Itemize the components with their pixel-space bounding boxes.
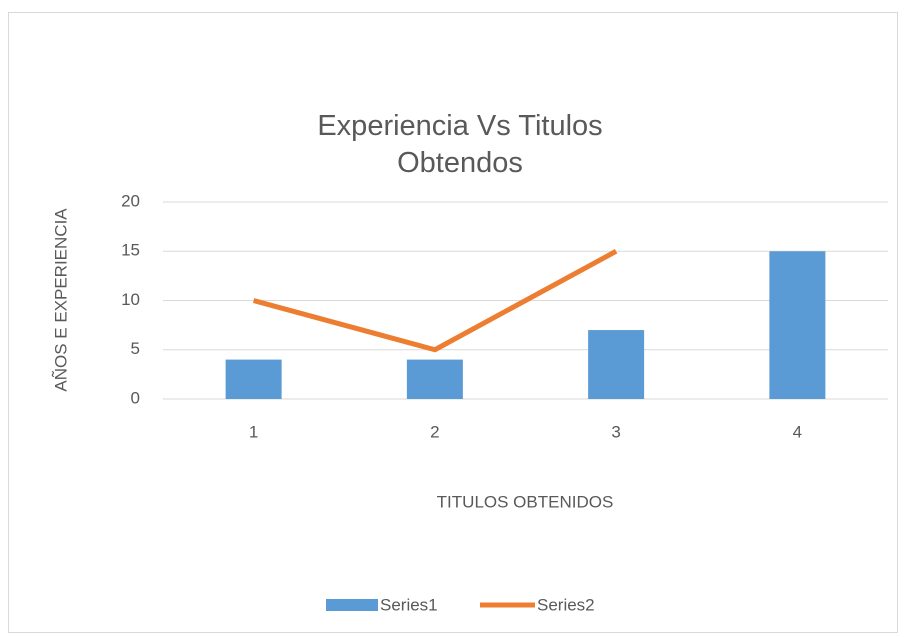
x-axis-title: TITULOS OBTENIDOS [437, 492, 614, 511]
y-axis-title: AÑOS E EXPERIENCIA [51, 208, 70, 392]
bar [588, 330, 645, 399]
bar [225, 359, 282, 399]
x-tick-label: 3 [611, 422, 620, 441]
x-tick-label: 1 [249, 422, 258, 441]
x-tick-label: 4 [793, 422, 802, 441]
y-tick-label: 0 [131, 388, 140, 407]
y-tick-label: 15 [121, 241, 140, 260]
x-tick-label: 2 [430, 422, 439, 441]
bar [769, 251, 826, 399]
y-tick-label: 20 [121, 191, 140, 210]
y-tick-label: 5 [131, 339, 140, 358]
legend-label: Series1 [380, 595, 438, 614]
chart-title: Experiencia Vs Titulos Obtendos [317, 110, 603, 179]
y-tick-label: 10 [121, 290, 140, 309]
legend-swatch [326, 599, 378, 611]
legend-label: Series2 [537, 595, 595, 614]
chart-frame [8, 12, 898, 633]
line [252, 249, 618, 353]
bar [406, 359, 463, 399]
